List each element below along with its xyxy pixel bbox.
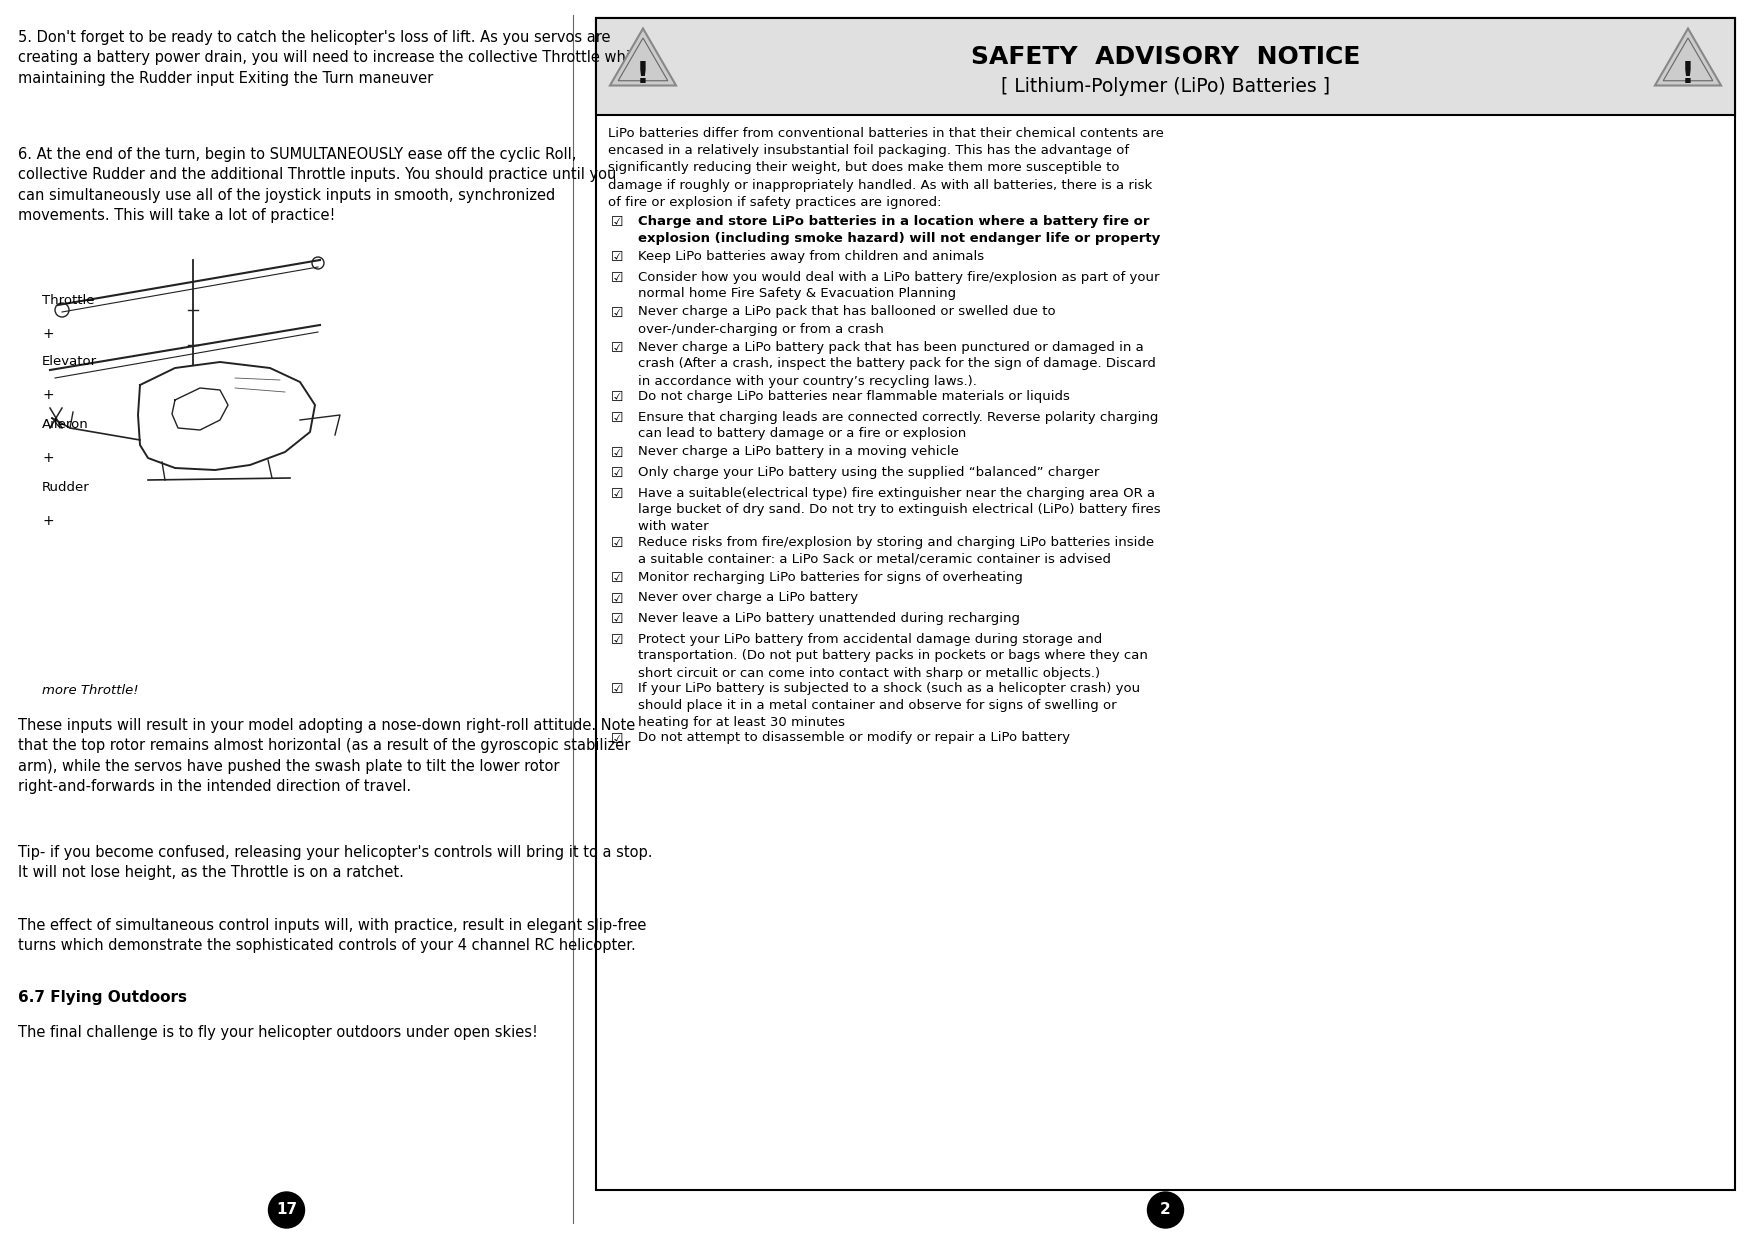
Text: ☑: ☑ bbox=[611, 465, 624, 480]
Polygon shape bbox=[610, 28, 676, 85]
Text: Have a suitable(electrical type) fire extinguisher near the charging area OR a
l: Have a suitable(electrical type) fire ex… bbox=[638, 487, 1160, 534]
Text: Protect your LiPo battery from accidental damage during storage and
transportati: Protect your LiPo battery from accidenta… bbox=[638, 633, 1148, 680]
Text: SAFETY  ADVISORY  NOTICE: SAFETY ADVISORY NOTICE bbox=[971, 45, 1360, 68]
Text: 5. Don't forget to be ready to catch the helicopter's loss of lift. As you servo: 5. Don't forget to be ready to catch the… bbox=[18, 30, 643, 85]
Text: Aileron: Aileron bbox=[42, 418, 89, 431]
Text: LiPo batteries differ from conventional batteries in that their chemical content: LiPo batteries differ from conventional … bbox=[608, 128, 1163, 209]
Polygon shape bbox=[1656, 28, 1720, 85]
Text: Charge and store LiPo batteries in a location where a battery fire or
explosion : Charge and store LiPo batteries in a loc… bbox=[638, 215, 1160, 245]
Text: !: ! bbox=[636, 59, 650, 89]
Text: Never charge a LiPo battery in a moving vehicle: Never charge a LiPo battery in a moving … bbox=[638, 446, 958, 458]
Text: ☑: ☑ bbox=[611, 536, 624, 550]
FancyBboxPatch shape bbox=[596, 19, 1734, 115]
Text: ☑: ☑ bbox=[611, 270, 624, 285]
Text: ☑: ☑ bbox=[611, 592, 624, 605]
Text: ☑: ☑ bbox=[611, 446, 624, 459]
Text: Keep LiPo batteries away from children and animals: Keep LiPo batteries away from children a… bbox=[638, 250, 985, 262]
Text: 17: 17 bbox=[275, 1202, 298, 1217]
Text: Never charge a LiPo battery pack that has been punctured or damaged in a
crash (: Never charge a LiPo battery pack that ha… bbox=[638, 340, 1156, 387]
Text: ☑: ☑ bbox=[611, 633, 624, 646]
Text: Do not attempt to disassemble or modify or repair a LiPo battery: Do not attempt to disassemble or modify … bbox=[638, 732, 1070, 744]
Text: Only charge your LiPo battery using the supplied “balanced” charger: Only charge your LiPo battery using the … bbox=[638, 465, 1099, 479]
Text: more Throttle!: more Throttle! bbox=[42, 685, 138, 697]
Text: Ensure that charging leads are connected correctly. Reverse polarity charging
ca: Ensure that charging leads are connected… bbox=[638, 411, 1158, 441]
Text: Throttle: Throttle bbox=[42, 293, 95, 307]
Text: 6. At the end of the turn, begin to SUMULTANEOUSLY ease off the cyclic Roll,
col: 6. At the end of the turn, begin to SUMU… bbox=[18, 147, 617, 223]
Text: ☑: ☑ bbox=[611, 612, 624, 626]
Text: +: + bbox=[42, 451, 54, 465]
Text: ☑: ☑ bbox=[611, 250, 624, 264]
Text: ☑: ☑ bbox=[611, 390, 624, 404]
Text: ☑: ☑ bbox=[611, 306, 624, 319]
Text: Monitor recharging LiPo batteries for signs of overheating: Monitor recharging LiPo batteries for si… bbox=[638, 571, 1023, 584]
Circle shape bbox=[268, 1192, 305, 1228]
Text: Tip- if you become confused, releasing your helicopter's controls will bring it : Tip- if you become confused, releasing y… bbox=[18, 846, 652, 880]
Text: ☑: ☑ bbox=[611, 340, 624, 354]
Text: 6.7 Flying Outdoors: 6.7 Flying Outdoors bbox=[18, 990, 187, 1005]
Text: If your LiPo battery is subjected to a shock (such as a helicopter crash) you
sh: If your LiPo battery is subjected to a s… bbox=[638, 682, 1141, 729]
Text: +: + bbox=[42, 514, 54, 527]
Text: ☑: ☑ bbox=[611, 411, 624, 425]
Text: The final challenge is to fly your helicopter outdoors under open skies!: The final challenge is to fly your helic… bbox=[18, 1025, 538, 1040]
Text: ☑: ☑ bbox=[611, 487, 624, 500]
Text: Never over charge a LiPo battery: Never over charge a LiPo battery bbox=[638, 592, 858, 604]
Text: Reduce risks from fire/explosion by storing and charging LiPo batteries inside
a: Reduce risks from fire/explosion by stor… bbox=[638, 536, 1155, 566]
Text: ☑: ☑ bbox=[611, 215, 624, 229]
Text: [ Lithium-Polymer (LiPo) Batteries ]: [ Lithium-Polymer (LiPo) Batteries ] bbox=[1000, 77, 1330, 97]
Text: Elevator: Elevator bbox=[42, 355, 96, 368]
Text: 2: 2 bbox=[1160, 1202, 1170, 1217]
Text: These inputs will result in your model adopting a nose-down right-roll attitude.: These inputs will result in your model a… bbox=[18, 718, 636, 795]
Circle shape bbox=[1148, 1192, 1184, 1228]
Text: ☑: ☑ bbox=[611, 571, 624, 586]
Text: Never charge a LiPo pack that has ballooned or swelled due to
over-/under-chargi: Never charge a LiPo pack that has balloo… bbox=[638, 306, 1056, 335]
Text: ☑: ☑ bbox=[611, 732, 624, 745]
Text: Rudder: Rudder bbox=[42, 482, 89, 494]
Text: +: + bbox=[42, 387, 54, 402]
Text: The effect of simultaneous control inputs will, with practice, result in elegant: The effect of simultaneous control input… bbox=[18, 919, 646, 953]
Text: ☑: ☑ bbox=[611, 682, 624, 696]
Text: Consider how you would deal with a LiPo battery fire/explosion as part of your
n: Consider how you would deal with a LiPo … bbox=[638, 270, 1160, 301]
Text: Never leave a LiPo battery unattended during recharging: Never leave a LiPo battery unattended du… bbox=[638, 612, 1020, 625]
Text: +: + bbox=[42, 327, 54, 340]
Text: Do not charge LiPo batteries near flammable materials or liquids: Do not charge LiPo batteries near flamma… bbox=[638, 390, 1070, 404]
Text: !: ! bbox=[1682, 59, 1694, 89]
FancyBboxPatch shape bbox=[596, 19, 1734, 1190]
